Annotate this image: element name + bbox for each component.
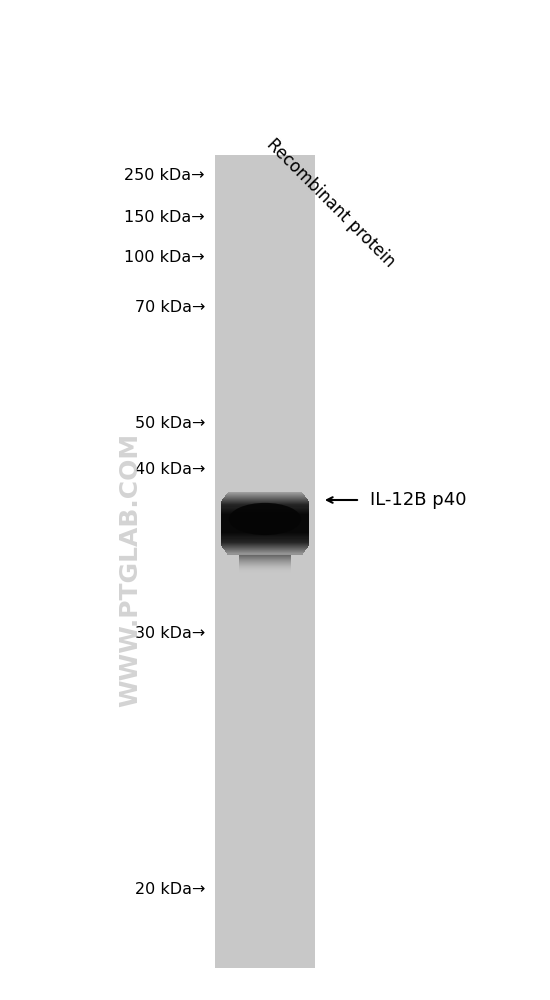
Bar <box>221 519 309 520</box>
Bar <box>221 532 309 534</box>
Bar <box>221 520 309 521</box>
Bar <box>239 570 292 572</box>
Bar <box>222 500 308 502</box>
Bar <box>221 523 309 525</box>
Text: 50 kDa→: 50 kDa→ <box>135 416 205 430</box>
Bar <box>222 547 307 548</box>
Bar <box>221 512 309 513</box>
Bar <box>221 514 309 515</box>
Bar <box>239 555 292 556</box>
Bar <box>239 565 292 566</box>
Bar <box>221 540 309 541</box>
Bar <box>221 534 309 536</box>
Bar <box>239 559 292 560</box>
Bar <box>226 494 304 496</box>
Bar <box>226 552 304 553</box>
Bar <box>221 533 309 535</box>
Bar <box>221 521 309 522</box>
Text: WWW.PTGLAB.COM: WWW.PTGLAB.COM <box>118 433 142 707</box>
Bar <box>221 541 309 542</box>
Bar <box>226 551 305 552</box>
Bar <box>221 509 309 510</box>
Bar <box>221 542 309 543</box>
Text: 250 kDa→: 250 kDa→ <box>124 167 205 182</box>
Bar <box>221 525 309 527</box>
Bar <box>221 526 309 528</box>
Bar <box>221 522 309 524</box>
Bar <box>222 499 307 501</box>
Ellipse shape <box>229 503 301 535</box>
Bar <box>228 492 302 494</box>
Bar <box>239 567 292 568</box>
Bar <box>239 563 292 564</box>
Bar <box>223 498 307 500</box>
Bar <box>239 554 292 556</box>
Bar <box>223 548 307 549</box>
Bar <box>221 544 309 545</box>
Bar <box>221 517 309 518</box>
Bar <box>221 504 309 506</box>
Bar <box>221 508 309 509</box>
Bar <box>239 569 292 570</box>
Bar <box>215 155 315 968</box>
Bar <box>221 527 309 529</box>
Bar <box>239 560 292 562</box>
Bar <box>227 553 303 554</box>
Bar <box>222 546 308 547</box>
Bar <box>221 510 309 511</box>
Bar <box>221 545 309 546</box>
Bar <box>221 513 309 514</box>
Bar <box>226 495 305 497</box>
Bar <box>239 564 292 566</box>
Bar <box>221 535 309 537</box>
Bar <box>221 515 309 516</box>
Text: IL-12B p40: IL-12B p40 <box>370 491 466 509</box>
Bar <box>221 543 309 544</box>
Bar <box>239 566 292 568</box>
Bar <box>224 497 306 499</box>
Text: 30 kDa→: 30 kDa→ <box>135 626 205 641</box>
Bar <box>221 524 309 526</box>
Bar <box>227 493 303 495</box>
Text: Recombinant protein: Recombinant protein <box>263 135 399 271</box>
Text: 100 kDa→: 100 kDa→ <box>124 250 205 265</box>
Bar <box>239 558 292 560</box>
Bar <box>221 511 309 512</box>
Bar <box>239 556 292 558</box>
Bar <box>221 528 309 530</box>
Bar <box>239 561 292 562</box>
Bar <box>221 516 309 517</box>
Bar <box>224 550 305 551</box>
Text: 20 kDa→: 20 kDa→ <box>135 882 205 898</box>
Bar <box>221 529 309 531</box>
Bar <box>224 549 306 550</box>
Bar <box>221 503 309 505</box>
Bar <box>239 571 292 572</box>
Text: 40 kDa→: 40 kDa→ <box>135 462 205 478</box>
Bar <box>221 536 309 538</box>
Bar <box>239 557 292 558</box>
Bar <box>221 505 309 507</box>
Bar <box>221 506 309 508</box>
Bar <box>239 568 292 570</box>
Bar <box>221 537 309 539</box>
Text: 150 kDa→: 150 kDa→ <box>124 210 205 225</box>
Bar <box>221 530 309 532</box>
Bar <box>224 496 305 498</box>
Bar <box>221 531 309 533</box>
Bar <box>221 502 309 504</box>
Text: 70 kDa→: 70 kDa→ <box>135 300 205 314</box>
Bar <box>221 501 309 503</box>
Bar <box>221 538 309 540</box>
Bar <box>239 562 292 564</box>
Bar <box>221 518 309 519</box>
